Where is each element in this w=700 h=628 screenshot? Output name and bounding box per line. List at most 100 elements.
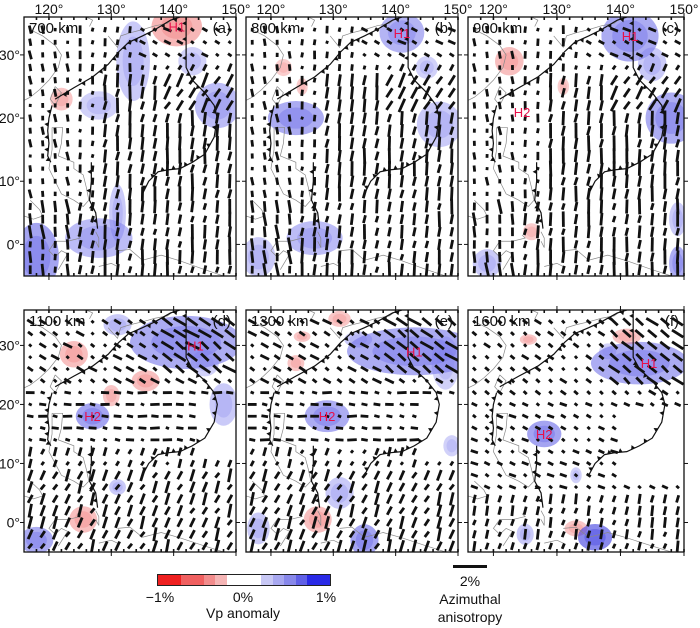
anisotropy-bar: [261, 542, 268, 550]
anisotropy-bar: [139, 447, 146, 456]
anisotropy-bar: [164, 377, 171, 384]
anisotropy-bar: [436, 527, 442, 542]
anisotropy-bar: [673, 98, 682, 113]
anisotropy-bar: [586, 149, 591, 163]
y-axis-label: 30°: [0, 47, 20, 63]
anisotropy-bar: [623, 39, 630, 45]
trench-triangle-icon: [150, 456, 155, 461]
anisotropy-bar: [361, 494, 368, 504]
anisotropy-bar: [286, 504, 293, 517]
anisotropy-bar: [137, 390, 148, 395]
anisotropy-bar: [637, 149, 642, 163]
anisotropy-bar: [449, 112, 455, 124]
anisotropy-bar: [384, 364, 394, 374]
coastline: [98, 262, 118, 267]
anisotropy-bar: [227, 378, 233, 384]
anisotropy-bar: [497, 437, 503, 443]
anisotropy-bar: [138, 342, 147, 349]
trench-triangle-icon: [196, 154, 201, 160]
anisotropy-bar: [323, 505, 331, 516]
anisotropy-bar: [223, 340, 236, 351]
coastline: [270, 127, 312, 207]
anisotropy-bar: [609, 341, 619, 350]
anisotropy-bar: [224, 352, 235, 362]
anisotropy-bar: [498, 152, 502, 160]
anisotropy-bar: [573, 240, 579, 249]
anisotropy-bar: [437, 187, 442, 201]
anisotropy-bar: [624, 529, 629, 540]
trench-triangle-icon: [45, 157, 51, 162]
anisotropy-bar: [386, 52, 392, 58]
anisotropy-bar: [250, 238, 255, 251]
anisotropy-bar: [27, 480, 34, 494]
anisotropy-bar: [573, 213, 579, 225]
anisotropy-bar: [287, 114, 292, 122]
anisotropy-bar: [424, 124, 430, 137]
anisotropy-bar: [90, 354, 96, 360]
anisotropy-bar: [609, 99, 619, 112]
anisotropy-bar: [360, 414, 369, 418]
anisotropy-bar: [373, 52, 380, 58]
anisotropy-bar: [51, 471, 59, 480]
anisotropy-bar: [586, 495, 592, 502]
trench-triangle-icon: [98, 69, 103, 74]
anisotropy-bar: [435, 39, 444, 46]
anisotropy-bar: [78, 390, 83, 395]
anisotropy-bar: [624, 518, 630, 527]
anisotropy-bar: [624, 174, 629, 189]
coastline: [317, 510, 322, 526]
anisotropy-bar: [140, 437, 145, 442]
vp-anomaly-blob: [612, 328, 642, 345]
vp-anomaly-core: [617, 331, 636, 342]
anisotropy-bar: [126, 481, 134, 493]
depth-label-bg: [26, 19, 88, 37]
anisotropy-bar: [215, 52, 220, 58]
trench-triangle-icon: [418, 154, 423, 160]
anisotropy-bar: [215, 124, 220, 138]
anisotropy-bar: [496, 198, 503, 215]
trench-triangle-icon: [266, 122, 271, 127]
anisotropy-bar: [484, 331, 490, 337]
vp-anomaly-blob: [519, 334, 537, 345]
anisotropy-bar: [125, 377, 135, 385]
anisotropy-bar: [510, 151, 515, 161]
anisotropy-bar: [102, 437, 108, 442]
anisotropy-bar: [510, 530, 515, 538]
anisotropy-bar: [599, 264, 604, 275]
anisotropy-bar: [586, 187, 591, 200]
anisotropy-bar: [274, 151, 280, 161]
anisotropy-bar: [374, 252, 380, 262]
anisotropy-bar: [374, 188, 380, 200]
anisotropy-bar: [215, 174, 220, 189]
trench-triangle-icon: [268, 109, 274, 114]
hotspot-label-h1: H1: [187, 338, 204, 353]
anisotropy-bar: [297, 414, 307, 418]
anisotropy-bar: [77, 480, 83, 494]
anisotropy-bar: [176, 483, 184, 491]
anisotropy-bar: [164, 52, 171, 58]
coastline: [493, 127, 535, 207]
anisotropy-bar: [76, 517, 84, 528]
anisotropy-bar: [262, 212, 268, 227]
anisotropy-bar: [586, 27, 592, 32]
anisotropy-bar: [102, 163, 108, 175]
anisotropy-bar: [287, 177, 292, 186]
trench-triangle-icon: [659, 396, 664, 401]
anisotropy-bar: [64, 468, 71, 482]
anisotropy-bar: [275, 89, 279, 97]
anisotropy-bar: [470, 449, 479, 455]
anisotropy-bar: [311, 471, 318, 480]
vp-anomaly-blob: [102, 384, 120, 407]
anisotropy-bar: [423, 507, 430, 515]
anisotropy-bar: [360, 377, 369, 384]
anisotropy-bar: [287, 76, 292, 84]
anisotropy-bar: [449, 239, 455, 250]
anisotropy-bar: [176, 39, 184, 46]
anisotropy-bar: [360, 437, 368, 442]
trench-triangle-icon: [568, 45, 573, 50]
anisotropy-bar: [535, 506, 541, 516]
anisotropy-bar: [662, 27, 668, 32]
anisotropy-bar: [361, 74, 367, 86]
anisotropy-bar: [411, 471, 418, 479]
